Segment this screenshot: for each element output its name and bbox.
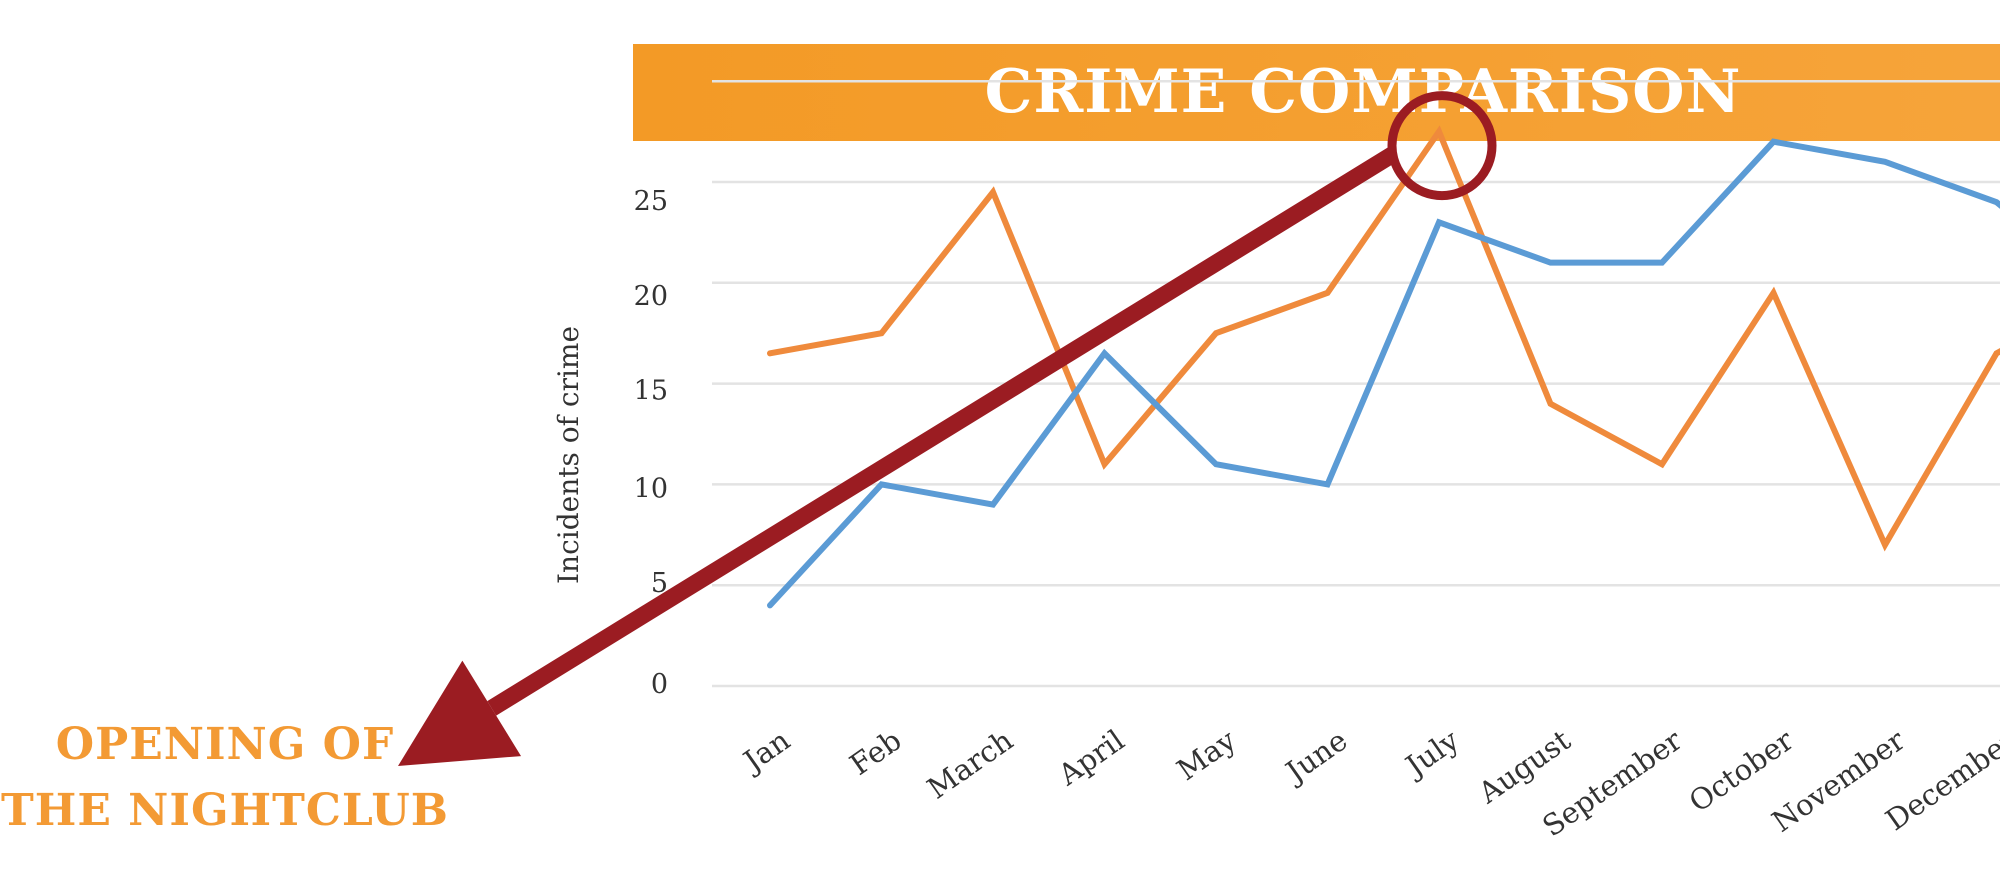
x-tick-label: Feb [844, 723, 908, 782]
series-line-1 [767, 125, 2000, 552]
callout-line-1: OPENING OF [55, 719, 395, 770]
title-bar [633, 44, 2000, 141]
callout-label: OPENING OF THE NIGHTCLUB [0, 712, 450, 844]
x-tick-label: May [1171, 723, 1243, 788]
y-axis-label: Incidents of crime [552, 326, 585, 584]
arrow-head [398, 660, 522, 766]
annotations [398, 91, 1497, 766]
x-tick-label: April [1051, 723, 1130, 793]
x-tick-labels: Jan Feb March April May June July AugustSeptemb… [735, 723, 2000, 844]
arrow-shaft [487, 146, 1399, 716]
x-tick-label: July [1397, 723, 1465, 785]
gridlines [712, 79, 2000, 688]
y-tick-label: 15 [634, 376, 668, 407]
y-tick-label: 10 [634, 473, 668, 504]
series-lines [767, 125, 2000, 609]
x-tick-label: Jan [735, 723, 796, 780]
callout-line-2: THE NIGHTCLUB [1, 785, 449, 836]
highlight-circle [1387, 91, 1497, 201]
x-tick-label: June [1277, 723, 1353, 791]
y-tick-label: 0 [651, 669, 668, 700]
x-tick-label: March [921, 723, 1019, 806]
y-tick-label: 25 [634, 186, 668, 217]
y-tick-label: 20 [634, 281, 668, 312]
y-tick-labels: 0 5 10 15 20 25 [634, 186, 668, 700]
chart-title: CRIME COMPARISON [984, 57, 1742, 127]
y-tick-label: 5 [651, 568, 668, 599]
series-line-2 [767, 138, 2000, 609]
